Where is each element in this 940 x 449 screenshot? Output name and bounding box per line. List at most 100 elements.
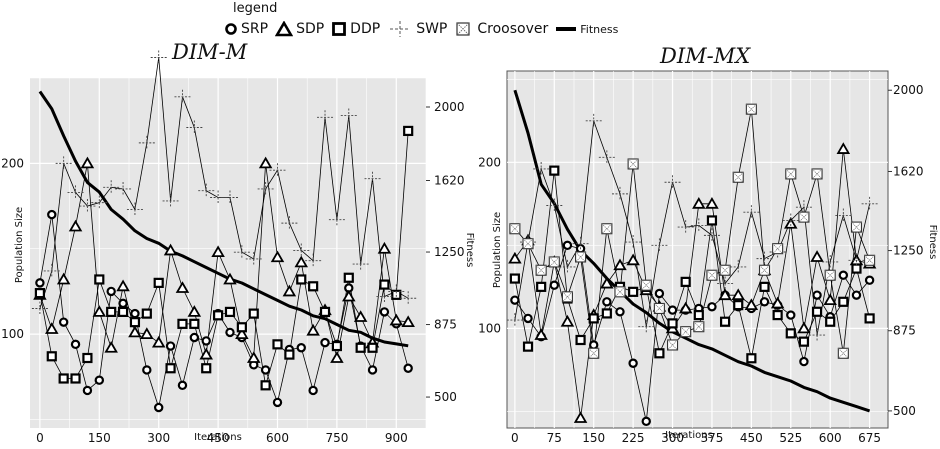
point-ddp-shape (213, 310, 224, 321)
point-swp (756, 251, 773, 266)
point-swp (210, 190, 227, 205)
point-sdp-shape (223, 272, 237, 285)
point-sdp-shape (823, 293, 837, 306)
legend-label-sdp: SDP (296, 21, 325, 37)
point-ddp-shape (248, 308, 259, 319)
point-srp-shape (118, 298, 128, 309)
point-ddp-shape (838, 296, 849, 307)
series-line-swp (39, 57, 409, 309)
point-sdp-shape (175, 281, 190, 293)
point-sdp-shape (282, 284, 297, 297)
point-ddp-shape (46, 351, 57, 362)
point-croosover (758, 264, 771, 276)
point-ddp (129, 317, 141, 328)
point-srp-shape (523, 313, 533, 324)
point-croosover-d2 (614, 286, 626, 298)
point-srp (628, 358, 638, 368)
point-srp-shape (296, 343, 306, 353)
point-srp-shape (403, 363, 413, 373)
point-swp (233, 245, 250, 260)
point-ddp (224, 306, 236, 318)
point-sdp-shape (692, 197, 706, 209)
point-ddp (838, 296, 849, 307)
point-srp-shape (615, 307, 625, 317)
point-srp (786, 310, 796, 320)
point-sdp-shape (678, 301, 693, 314)
point-sdp (401, 315, 415, 328)
point-sdp (534, 328, 548, 340)
point-ddp (213, 310, 224, 321)
point-ddp-shape (864, 313, 875, 324)
point-ddp-shape (785, 328, 796, 339)
point-sdp-shape (626, 253, 640, 266)
point-croosover (535, 264, 547, 276)
x-tick-label: 0 (511, 431, 519, 445)
point-swp (198, 183, 215, 198)
point-ddp (785, 328, 796, 339)
point-sdp (68, 219, 83, 232)
point-swp (664, 175, 681, 190)
point-ddp-shape (34, 288, 46, 299)
x-tick-label: 675 (858, 431, 881, 445)
point-srp-shape (201, 336, 211, 346)
point-sdp (836, 142, 851, 154)
point-swp (572, 236, 589, 251)
point-ddp (864, 313, 875, 324)
point-ddp-shape (94, 274, 105, 285)
point-srp-shape (165, 341, 176, 351)
point-croosover-d2 (719, 264, 731, 276)
x-tick-label: 450 (740, 431, 763, 445)
point-sdp (306, 323, 320, 336)
point-croosover-d2 (732, 171, 744, 183)
point-ddp-shape (272, 339, 283, 350)
y2-tick-label: 875 (893, 324, 916, 338)
point-sdp (294, 255, 309, 268)
point-croosover-d2 (667, 339, 678, 351)
x-tick-label: 900 (385, 431, 408, 445)
point-ddp-shape (58, 373, 69, 384)
point-srp (667, 305, 678, 315)
point-ddp (549, 165, 560, 176)
point-swp (506, 313, 523, 328)
point-sdp (128, 325, 142, 338)
point-ddp-shape (343, 272, 354, 283)
point-ddp-shape (331, 340, 342, 352)
point-srp-shape (838, 270, 849, 280)
point-swp (174, 89, 191, 104)
series-line-srp (514, 244, 870, 422)
point-sdp-shape (187, 305, 202, 317)
point-sdp (823, 293, 837, 306)
point-sdp (270, 250, 285, 263)
point-ddp (284, 349, 295, 360)
point-ddp-shape (588, 313, 599, 324)
point-srp-shape (667, 305, 678, 315)
point-ddp (693, 309, 704, 321)
x-tick-label: 150 (88, 431, 111, 445)
point-sdp (353, 310, 368, 322)
point-ddp (825, 316, 836, 327)
legend-title: legend (233, 1, 278, 16)
point-srp-shape (379, 307, 390, 317)
point-srp (589, 340, 599, 350)
point-ddp-shape (825, 316, 836, 327)
point-sdp (330, 351, 344, 363)
point-swp (364, 171, 381, 186)
point-sdp (175, 281, 190, 293)
legend-item-sdp: SDP (275, 21, 324, 37)
point-sdp-shape (797, 321, 811, 334)
point-sdp-shape (199, 347, 213, 360)
series-line-ddp (514, 170, 870, 359)
point-srp (82, 385, 93, 396)
y-tick-label: 100 (1, 327, 24, 341)
point-swp (305, 253, 322, 268)
point-swp (79, 199, 96, 214)
point-srp-shape (510, 295, 520, 305)
point-srp (118, 298, 128, 309)
point-ddp (34, 288, 46, 299)
point-srp (225, 327, 235, 338)
point-ddp (759, 281, 770, 292)
plot-background (506, 70, 889, 429)
x-axis-label: Iterations (665, 430, 713, 441)
point-croosover (837, 347, 849, 359)
point-sdp (678, 301, 693, 314)
